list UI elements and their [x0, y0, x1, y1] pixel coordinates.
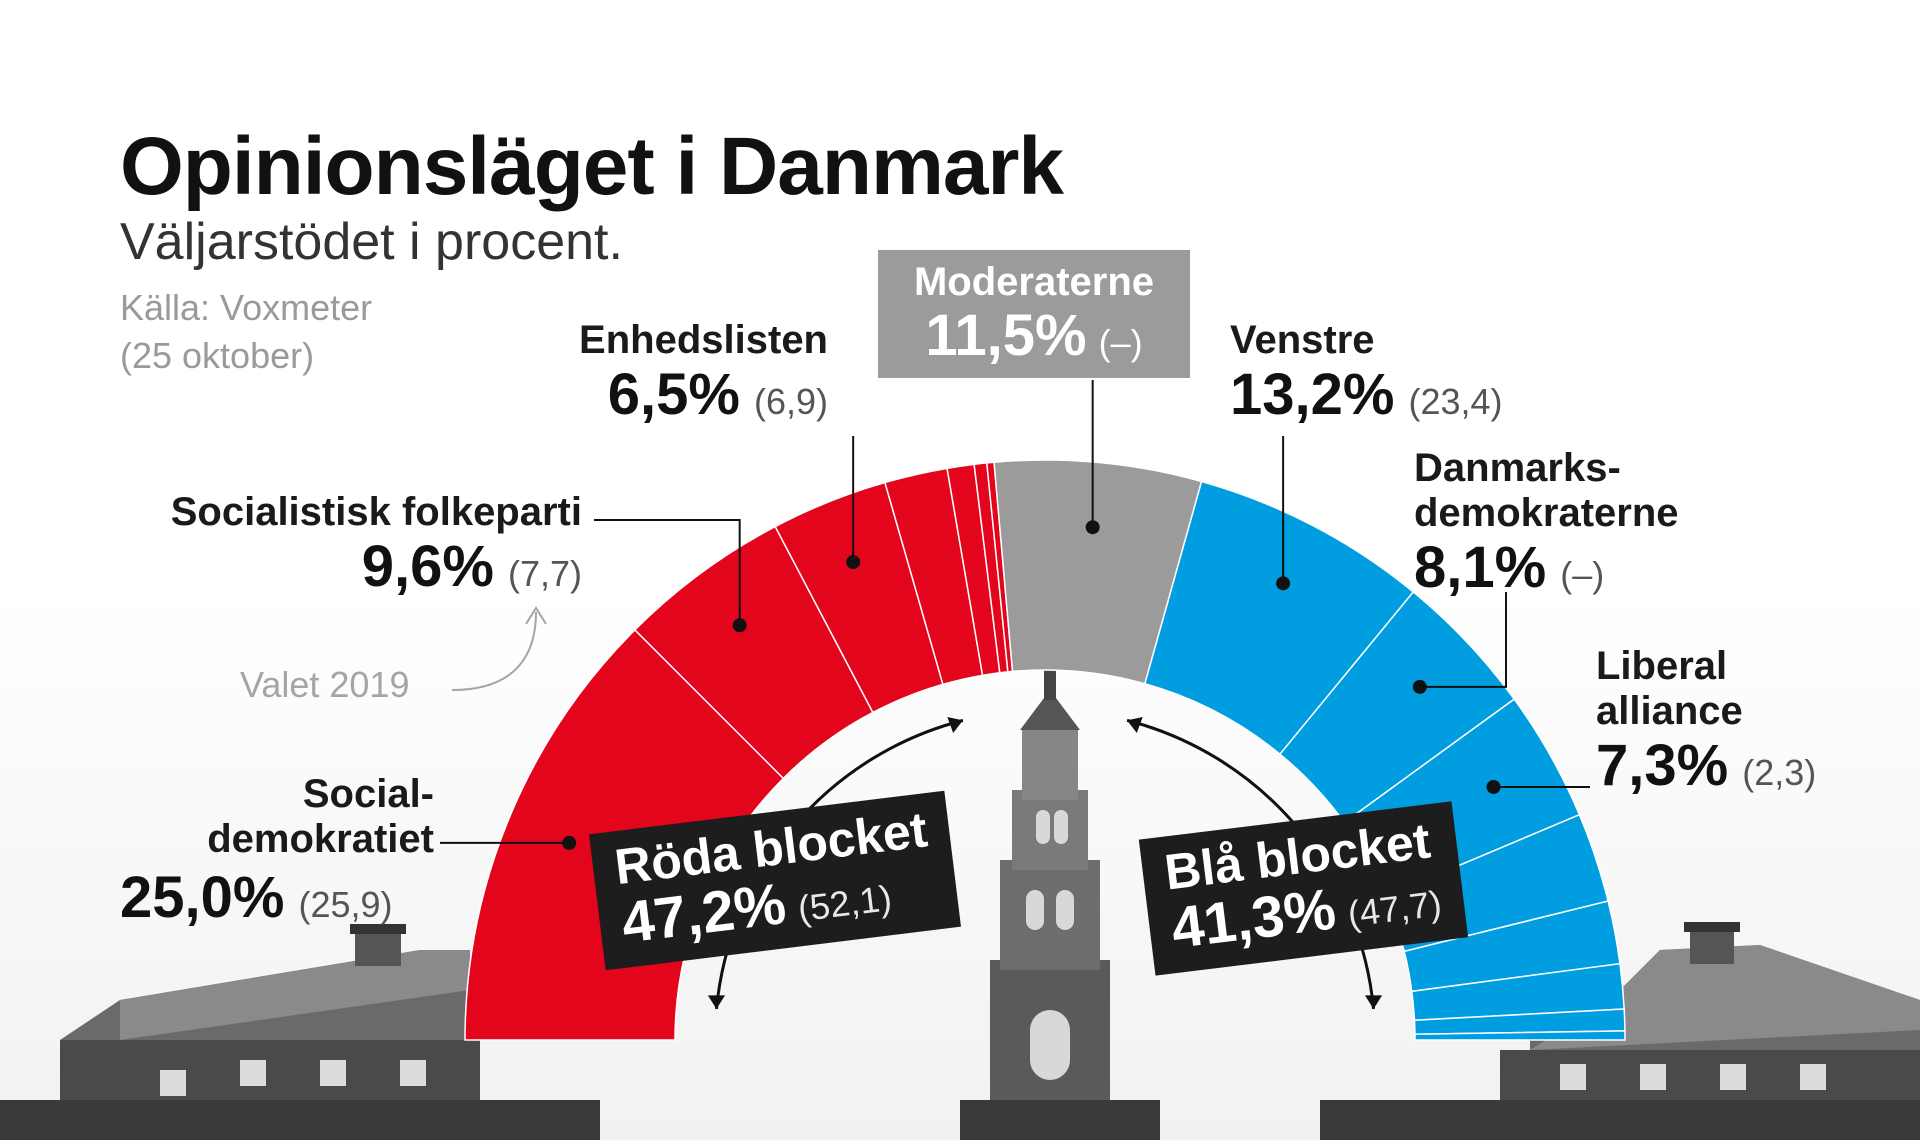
source-note: Källa: Voxmeter (25 oktober) [120, 284, 372, 380]
party-previous: (2,3) [1742, 751, 1817, 793]
leader-lines [440, 380, 1590, 850]
party-name-line2: demokraterne [1414, 490, 1679, 535]
source-line: Källa: Voxmeter [120, 287, 373, 328]
segment-minor-15 [1414, 1030, 1626, 1041]
party-name: Venstre [1230, 318, 1375, 362]
party-name-line2: alliance [1596, 688, 1743, 733]
party-name: Moderaterne [913, 260, 1155, 304]
party-previous: (–) [1560, 553, 1605, 595]
party-name: Socialistisk folkeparti [170, 490, 582, 534]
label-moderaterne: Moderaterne 11,5% (–) [878, 250, 1190, 378]
arrow-head-red-end [947, 716, 963, 734]
palace-illustration [0, 640, 1920, 1140]
party-previous: (23,4) [1408, 380, 1503, 422]
party-previous: (6,9) [753, 380, 828, 422]
party-name: Enhedslisten [579, 318, 828, 362]
label-liberal-alliance: Liberal alliance 7,3% (2,3) [1596, 644, 1816, 799]
party-name-line1: Liberal [1596, 644, 1728, 688]
party-previous: (25,9) [298, 884, 393, 925]
valet-pointer-line [451, 611, 537, 691]
label-socialistisk-folkeparti: Socialistisk folkeparti 9,6% (7,7) [171, 490, 582, 600]
party-value: 6,5% [607, 361, 740, 427]
party-previous: (7,7) [507, 552, 582, 594]
label-venstre: Venstre 13,2% (23,4) [1230, 318, 1503, 428]
value-socialdemokratiet: 25,0% (25,9) [120, 865, 393, 931]
party-value: 9,6% [361, 533, 494, 599]
leader-line-socialistisk-folkeparti [594, 519, 741, 626]
bloc-previous: (47,7) [1345, 881, 1444, 935]
party-name-line2: demokratiet [207, 816, 434, 861]
valet-pointer-head [525, 606, 547, 625]
party-previous: (–) [1098, 322, 1143, 363]
arrow-head-blue-start [1364, 995, 1383, 1009]
label-socialdemokratiet: Social- demokratiet [207, 772, 434, 862]
bloc-previous: (52,1) [795, 876, 894, 929]
party-value: 8,1% [1414, 534, 1547, 600]
arrow-head-blue-end [1127, 716, 1143, 734]
label-danmarksdemokraterne: Danmarks- demokraterne 8,1% (–) [1414, 446, 1679, 601]
party-value: 25,0% [120, 865, 285, 930]
source-date: (25 oktober) [120, 335, 315, 376]
party-value: 11,5% [925, 303, 1087, 368]
label-enhedslisten: Enhedslisten 6,5% (6,9) [579, 318, 828, 428]
party-value: 13,2% [1230, 361, 1395, 427]
party-name-line1: Danmarks- [1414, 446, 1621, 490]
party-value: 7,3% [1596, 732, 1729, 798]
arrow-head-red-start [707, 995, 726, 1009]
valet-2019-label: Valet 2019 [240, 664, 410, 705]
chart-subtitle: Väljarstödet i procent. [120, 213, 623, 271]
party-name-line1: Social- [302, 772, 434, 816]
leader-line-danmarksdemokraterne [1419, 592, 1507, 688]
chart-title: Opinionsläget i Danmark [120, 121, 1064, 212]
